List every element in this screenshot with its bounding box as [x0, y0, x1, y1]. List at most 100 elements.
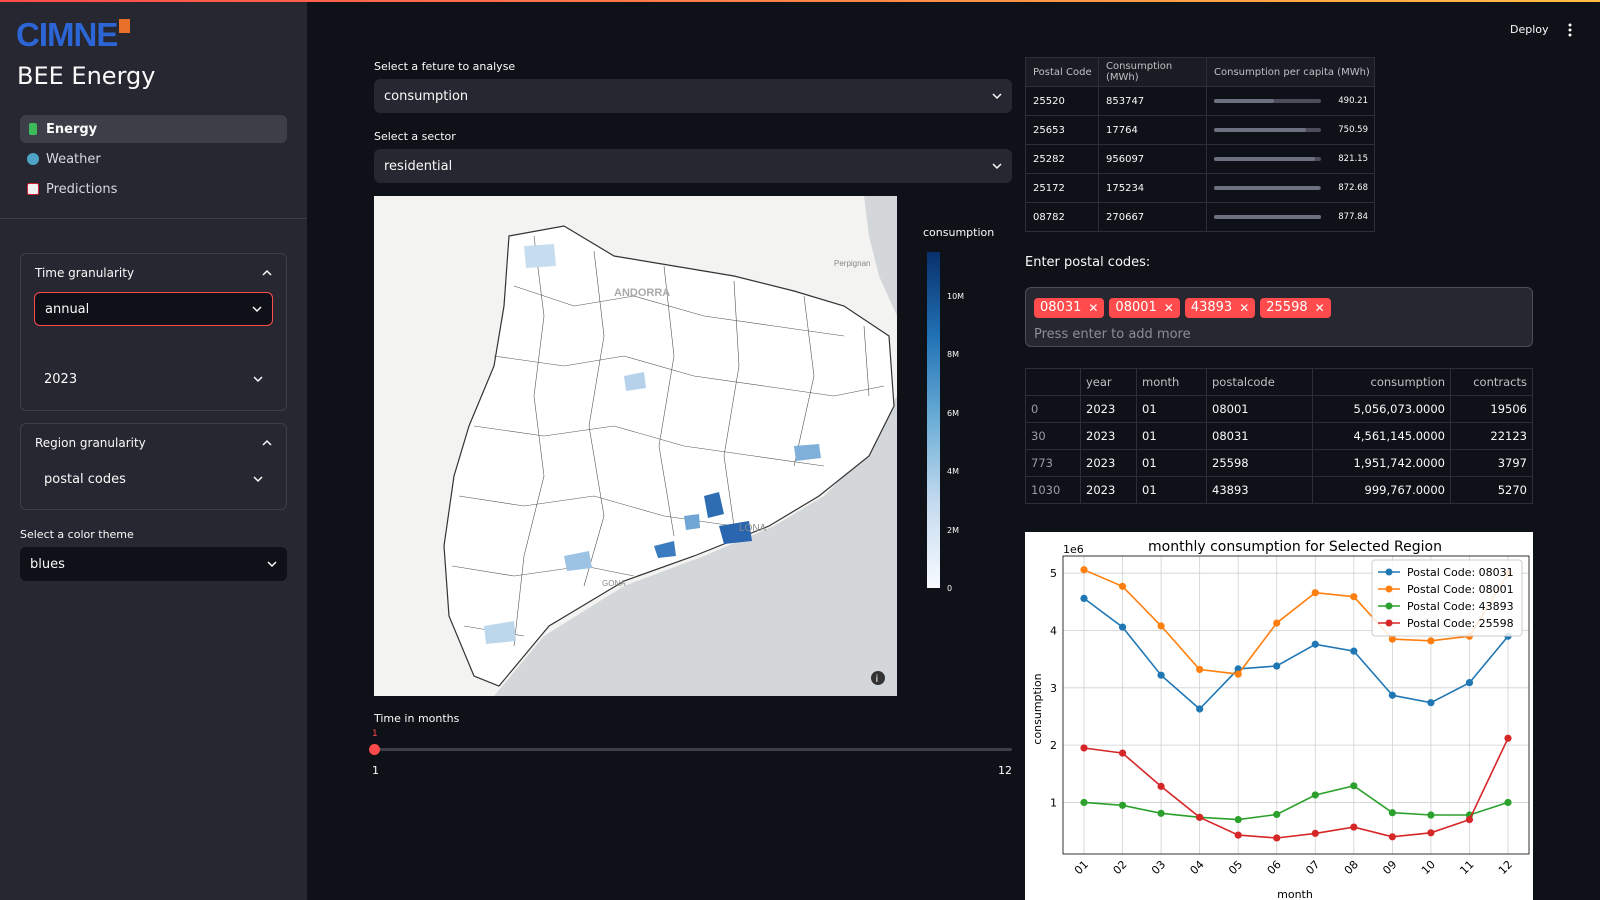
slider-min-label: 1	[372, 764, 379, 777]
column-header[interactable]: Consumption per capita (MWh)	[1206, 57, 1375, 87]
year-select[interactable]: 2023	[34, 362, 273, 396]
series-line-0	[1083, 597, 1509, 711]
chevron-up-icon[interactable]	[262, 268, 272, 278]
postal-codes-multiselect[interactable]: 08031 ✕ 08001 ✕ 43893 ✕ 25598 ✕ Press enter to …	[1025, 287, 1533, 347]
plot-frame	[1062, 555, 1530, 855]
y-tick-label: 1	[1050, 796, 1057, 809]
consumption-cell: 853747	[1098, 86, 1207, 116]
table-cell: 5270	[1450, 476, 1533, 504]
postal-code-cell: 25282	[1025, 144, 1099, 174]
legend-swatch-marker	[1385, 585, 1393, 593]
map-place-label: ANDORRA	[614, 287, 670, 299]
y-axis-label: consumption	[1031, 673, 1044, 744]
postal-codes-label: Enter postal codes:	[1025, 255, 1151, 270]
table-row: 1030 2023 01 43893 999,767.0000 5270	[1025, 476, 1533, 504]
chart-title: monthly consumption for Selected Region	[1148, 539, 1442, 555]
time-granularity-value: annual	[45, 301, 90, 317]
series-0-point	[1427, 699, 1435, 707]
column-header[interactable]: consumption	[1312, 368, 1451, 396]
table-cell: 30	[1025, 422, 1081, 450]
close-icon[interactable]: ✕	[1163, 300, 1174, 315]
table-cell: 773	[1025, 449, 1081, 477]
postal-codes-placeholder[interactable]: Press enter to add more	[1034, 326, 1191, 342]
region-granularity-header[interactable]: Region granularity	[21, 424, 286, 462]
table-header-row: year month postalcode consumption contra…	[1025, 368, 1533, 396]
slider-max-label: 12	[998, 764, 1012, 777]
table-row: 25653 17764 750.59	[1025, 115, 1375, 145]
x-tick-label: 10	[1419, 858, 1438, 877]
chevron-up-icon[interactable]	[262, 438, 272, 448]
postal-code-cell: 08782	[1025, 202, 1099, 232]
table-cell: 0	[1025, 395, 1081, 423]
postal-code-chip[interactable]: 43893 ✕	[1184, 297, 1256, 318]
nav-item-weather[interactable]: Weather	[20, 145, 287, 173]
close-icon[interactable]: ✕	[1088, 300, 1099, 315]
table-cell: 4,561,145.0000	[1312, 422, 1451, 450]
app-title: BEE Energy	[17, 62, 156, 90]
table-cell: 01	[1136, 395, 1207, 423]
series-1-point	[1311, 589, 1319, 597]
table-cell: 5,056,073.0000	[1312, 395, 1451, 423]
x-tick-label: 04	[1188, 858, 1207, 877]
table-cell: 08001	[1206, 395, 1313, 423]
table-row: 25520 853747 490.21	[1025, 86, 1375, 116]
series-2-point	[1504, 798, 1512, 807]
column-header[interactable]	[1025, 368, 1081, 396]
per-capita-cell: 877.84	[1206, 202, 1375, 232]
feature-select[interactable]: consumption	[374, 79, 1012, 113]
legend-swatch-marker	[1385, 568, 1393, 576]
more-menu-icon[interactable]	[1568, 23, 1572, 37]
slider-current-value: 1	[372, 729, 378, 739]
table-header-row: Postal Code Consumption (MWh) Consumptio…	[1025, 57, 1375, 87]
x-tick-label: 03	[1149, 858, 1168, 877]
nav-item-energy[interactable]: Energy	[20, 115, 287, 143]
postal-code-cell: 25520	[1025, 86, 1099, 116]
top-accent-bar	[0, 0, 1600, 2]
region-granularity-expander: Region granularity postal codes	[20, 423, 287, 510]
column-header[interactable]: year	[1080, 368, 1137, 396]
nav-item-predictions[interactable]: Predictions	[20, 175, 287, 203]
series-1-point	[1388, 635, 1396, 643]
chip-label: 43893	[1190, 300, 1233, 315]
y-tick-label: 5	[1050, 567, 1057, 580]
postal-code-chip[interactable]: 08001 ✕	[1109, 297, 1180, 318]
region-granularity-select[interactable]: postal codes	[34, 462, 273, 496]
column-header[interactable]: month	[1136, 368, 1207, 396]
series-1-point	[1350, 593, 1358, 601]
series-2-point	[1157, 809, 1165, 817]
chip-label: 08001	[1115, 300, 1157, 315]
sector-select[interactable]: residential	[374, 149, 1012, 183]
per-capita-cell: 821.15	[1206, 144, 1375, 174]
close-icon[interactable]: ✕	[1239, 300, 1250, 315]
time-granularity-header[interactable]: Time granularity	[21, 254, 286, 292]
sidebar: CIMNE BEE Energy Energy Weather Predicti…	[0, 2, 307, 900]
info-icon[interactable]: i	[871, 671, 885, 685]
series-3-point	[1350, 823, 1358, 831]
series-0-point	[1157, 671, 1165, 679]
x-tick-label: 02	[1111, 858, 1130, 877]
table-cell: 999,767.0000	[1312, 476, 1451, 504]
series-3-point	[1196, 813, 1204, 821]
table-cell: 1,951,742.0000	[1312, 449, 1451, 477]
nav-item-label: Weather	[46, 151, 101, 167]
close-icon[interactable]: ✕	[1314, 300, 1325, 315]
feature-value: consumption	[384, 88, 469, 104]
time-granularity-select[interactable]: annual	[34, 292, 273, 326]
series-0-point	[1080, 594, 1088, 603]
legend-swatch-marker	[1385, 619, 1393, 627]
postal-code-chip[interactable]: 25598 ✕	[1260, 297, 1331, 318]
column-header[interactable]: Postal Code	[1025, 57, 1099, 87]
column-header[interactable]: contracts	[1450, 368, 1533, 396]
column-header[interactable]: postalcode	[1206, 368, 1313, 396]
postal-code-chip[interactable]: 08031 ✕	[1034, 297, 1105, 318]
series-1-point	[1196, 665, 1204, 674]
choropleth-map[interactable]: Perpignan ANDORRA LONA GONA i	[374, 196, 897, 696]
deploy-button[interactable]: Deploy	[1510, 23, 1549, 36]
color-theme-select[interactable]: blues	[20, 547, 287, 581]
slider-thumb[interactable]	[369, 744, 380, 755]
table-cell: 2023	[1080, 476, 1137, 504]
chevron-down-icon	[252, 306, 262, 313]
slider-track[interactable]	[374, 748, 1012, 751]
column-header[interactable]: Consumption (MWh)	[1098, 57, 1207, 87]
chip-label: 25598	[1266, 300, 1308, 315]
